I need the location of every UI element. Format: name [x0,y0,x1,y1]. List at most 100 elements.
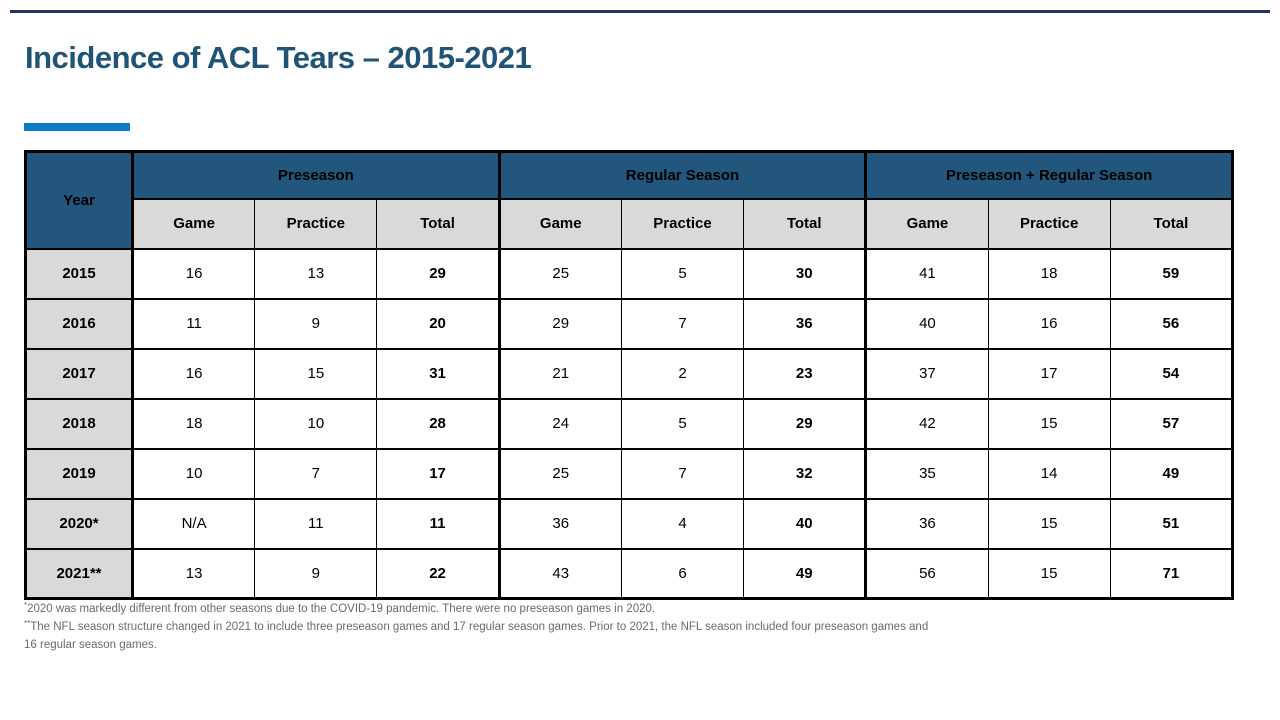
data-cell: 5 [620,397,745,450]
data-cell-total: 71 [1109,547,1234,600]
data-cell: 56 [864,547,989,600]
data-cell: 42 [864,397,989,450]
data-cell-total: 36 [743,297,867,350]
col-header-practice: Practice [254,197,378,250]
footnotes: *2020 was markedly different from other … [24,601,939,654]
data-cell-total: 56 [1109,297,1234,350]
data-cell-total: 40 [743,497,867,550]
data-cell-total: 20 [376,297,500,350]
col-header-total: Total [376,197,500,250]
footnote-2: **The NFL season structure changed in 20… [24,619,939,655]
sub-header-row: Game Practice Total Game Practice Total … [26,197,1234,250]
data-cell: 15 [987,497,1111,550]
data-cell-total: 32 [743,447,867,500]
data-cell: 16 [130,347,256,400]
data-table: Year Preseason Regular Season Preseason … [24,150,1234,600]
col-header-game: Game [130,197,256,250]
data-cell: 36 [864,497,989,550]
data-cell: 17 [987,347,1111,400]
col-header-game: Game [864,197,989,250]
data-cell-total: 49 [743,547,867,600]
data-cell-total: 51 [1109,497,1234,550]
table-row-2019: 2019 10 7 17 25 7 32 35 14 49 [25,447,1234,500]
data-cell-total: 31 [376,347,500,400]
data-cell: 18 [130,397,256,450]
data-cell: 11 [130,297,256,350]
data-cell: 25 [497,447,622,500]
year-cell: 2020* [25,497,133,550]
data-cell: N/A [130,497,256,550]
data-cell-total: 28 [376,397,500,450]
year-cell: 2019 [25,447,133,500]
acl-tears-table: Year Preseason Regular Season Preseason … [24,150,1234,600]
year-cell: 2015 [25,247,133,300]
col-header-practice: Practice [620,197,745,250]
title-accent-bar [24,123,130,131]
data-cell-total: 59 [1109,247,1234,300]
year-cell: 2016 [25,297,133,350]
year-cell: 2018 [25,397,133,450]
data-cell: 7 [620,447,745,500]
data-cell: 15 [987,397,1111,450]
data-cell: 2 [620,347,745,400]
year-column-header: Year [25,150,133,250]
data-cell: 10 [130,447,256,500]
data-cell: 7 [254,447,378,500]
data-cell-total: 30 [743,247,867,300]
data-cell: 25 [497,247,622,300]
data-cell: 11 [254,497,378,550]
data-cell: 37 [864,347,989,400]
footnote-text: 2020 was markedly different from other s… [27,603,656,615]
data-cell-total: 29 [743,397,867,450]
data-cell-total: 11 [376,497,500,550]
year-cell: 2021** [25,547,133,600]
data-cell: 29 [497,297,622,350]
col-header-total: Total [743,197,867,250]
col-header-game: Game [497,197,622,250]
group-header-row: Year Preseason Regular Season Preseason … [25,150,1233,250]
data-cell-total: 57 [1109,397,1234,450]
data-cell: 7 [620,297,745,350]
data-cell: 21 [497,347,622,400]
footnote-marker: ** [24,618,31,628]
data-cell: 15 [254,347,378,400]
data-cell: 41 [864,247,989,300]
data-cell-total: 49 [1109,447,1234,500]
data-cell: 5 [620,247,745,300]
table-row-2016: 2016 11 9 20 29 7 36 40 16 56 [25,297,1234,350]
data-cell: 24 [497,397,622,450]
footnote-text: The NFL season structure changed in 2021… [24,620,929,651]
data-cell: 4 [620,497,745,550]
table-row-2017: 2017 16 15 31 21 2 23 37 17 54 [25,347,1234,400]
data-cell: 6 [620,547,745,600]
col-header-practice: Practice [987,197,1111,250]
data-cell: 15 [987,547,1111,600]
data-cell: 40 [864,297,989,350]
data-cell-total: 17 [376,447,500,500]
data-cell: 18 [987,247,1111,300]
data-cell: 13 [130,547,256,600]
data-cell: 36 [497,497,622,550]
data-cell-total: 23 [743,347,867,400]
group-header-combined: Preseason + Regular Season [864,150,1233,200]
table-row-2020: 2020* N/A 11 11 36 4 40 36 15 51 [25,497,1234,550]
table-row-2021: 2021** 13 9 22 43 6 49 56 15 71 [25,547,1234,600]
group-header-preseason: Preseason [131,150,500,200]
data-cell-total: 22 [376,547,500,600]
data-cell-total: 29 [376,247,500,300]
data-cell: 16 [130,247,256,300]
top-border-line [10,10,1270,13]
data-cell: 35 [864,447,989,500]
data-cell: 14 [987,447,1111,500]
col-header-total: Total [1109,197,1234,250]
footnote-marker: * [24,601,28,610]
page-title: Incidence of ACL Tears – 2015-2021 [25,40,532,75]
data-cell: 16 [987,297,1111,350]
data-cell: 9 [254,297,378,350]
table-row-2018: 2018 18 10 28 24 5 29 42 15 57 [25,397,1234,450]
year-cell: 2017 [25,347,133,400]
table-row-2015: 2015 16 13 29 25 5 30 41 18 59 [25,247,1234,300]
data-cell-total: 54 [1109,347,1234,400]
group-header-regular-season: Regular Season [497,150,867,200]
data-cell: 9 [254,547,378,600]
